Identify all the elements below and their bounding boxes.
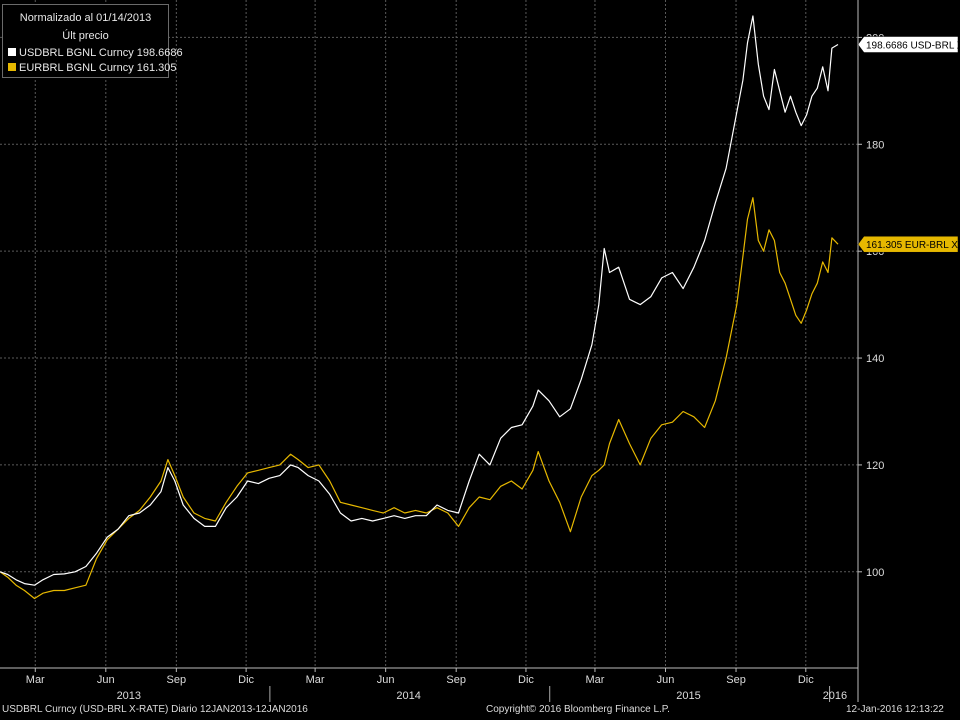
tick-labels: 100120140160180200MarJunSepDicMarJunSepD… bbox=[26, 32, 885, 702]
x-tick-label: Mar bbox=[585, 674, 604, 686]
series-lines bbox=[0, 15, 839, 600]
legend-label-eurbrl: EURBRL BGNL Curncy 161.305 bbox=[19, 62, 177, 74]
footer-copyright: Copyright© 2016 Bloomberg Finance L.P. bbox=[486, 704, 670, 715]
last-value-tag-eurbrl bbox=[857, 235, 959, 253]
last-value-tag-usdbrl bbox=[857, 36, 959, 53]
y-tick-label: 180 bbox=[866, 139, 884, 151]
grid-lines bbox=[0, 0, 858, 668]
legend-swatch-eurbrl bbox=[8, 63, 16, 71]
x-year-label: 2015 bbox=[676, 690, 700, 702]
x-tick-label: Sep bbox=[167, 674, 187, 686]
x-tick-label: Dic bbox=[238, 674, 254, 686]
legend-entry-eurbrl: EURBRL BGNL Curncy 161.305 bbox=[8, 62, 177, 74]
x-tick-label: Sep bbox=[726, 674, 746, 686]
x-tick-label: Jun bbox=[377, 674, 395, 686]
footer-timestamp: 12-Jan-2016 12:13:22 bbox=[846, 704, 944, 715]
y-tick-label: 100 bbox=[866, 567, 884, 579]
footer-ticker: USDBRL Curncy (USD-BRL X-RATE) Diario 12… bbox=[2, 704, 308, 715]
legend-entry-usdbrl: USDBRL BGNL Curncy 198.6686 bbox=[8, 47, 183, 59]
axes bbox=[0, 0, 862, 702]
x-tick-label: Mar bbox=[26, 674, 45, 686]
last-value-text-usdbrl: 198.6686 USD-BRL X bbox=[866, 41, 960, 52]
x-year-label: 2013 bbox=[117, 690, 141, 702]
legend-subtitle: Últ precio bbox=[62, 30, 109, 42]
x-tick-label: Mar bbox=[306, 674, 325, 686]
last-value-tags: 198.6686 USD-BRL X 161.305 EUR-BRL X bbox=[857, 36, 960, 253]
x-tick-label: Dic bbox=[798, 674, 814, 686]
x-tick-label: Jun bbox=[97, 674, 115, 686]
x-year-label: 2014 bbox=[396, 690, 420, 702]
legend: Normalizado al 01/14/2013 Últ precio USD… bbox=[2, 4, 183, 78]
y-tick-label: 140 bbox=[866, 353, 884, 365]
x-tick-label: Jun bbox=[657, 674, 675, 686]
x-year-label: 2016 bbox=[823, 690, 847, 702]
x-tick-label: Sep bbox=[446, 674, 466, 686]
legend-label-usdbrl: USDBRL BGNL Curncy 198.6686 bbox=[19, 47, 183, 59]
legend-title: Normalizado al 01/14/2013 bbox=[19, 12, 152, 24]
series-line-eurbrl bbox=[0, 197, 839, 600]
legend-swatch-usdbrl bbox=[8, 48, 16, 56]
series-line-usdbrl bbox=[0, 15, 839, 586]
y-tick-label: 120 bbox=[866, 460, 884, 472]
x-tick-label: Dic bbox=[518, 674, 534, 686]
last-value-text-eurbrl: 161.305 EUR-BRL X bbox=[866, 240, 958, 251]
